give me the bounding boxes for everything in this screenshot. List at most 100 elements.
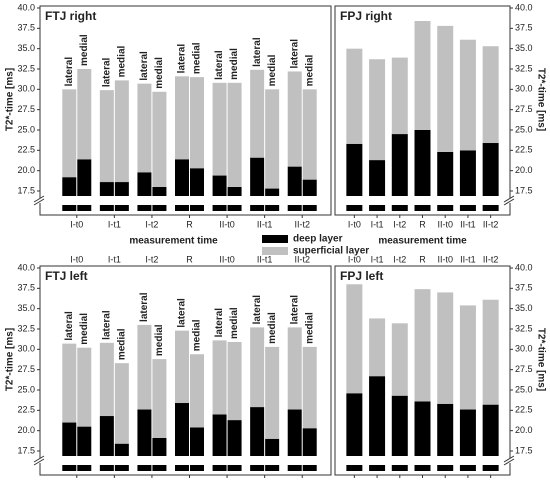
bar-base-strip (137, 205, 152, 211)
bar-deep-layer (190, 168, 204, 196)
bar-deep-layer (227, 420, 242, 456)
bar-deep-layer (175, 403, 189, 456)
y-tick-label: 32.5 (17, 63, 35, 73)
bar-base-strip (459, 465, 476, 471)
y-tick-label: 27.5 (515, 104, 533, 114)
bar-deep-layer (369, 160, 386, 196)
bar-base-strip (99, 205, 114, 211)
bar-label: medial (304, 312, 315, 344)
bar-superficial-layer (369, 59, 386, 161)
bar-superficial-layer (265, 346, 280, 439)
bar-superficial-layer (152, 359, 167, 438)
bar-deep-layer (212, 414, 227, 456)
y-tick-label: 40.0 (17, 2, 35, 12)
bar-label: lateral (139, 51, 150, 81)
bar-label: medial (116, 328, 127, 360)
panel-title: FPJ left (340, 269, 383, 283)
bar-base-strip (287, 465, 302, 471)
bar-label: medial (154, 57, 165, 89)
bar-superficial-layer (77, 347, 92, 427)
bar-base-strip (250, 205, 265, 211)
axis-break-gap (504, 198, 516, 203)
legend-label: superficial layer (293, 246, 369, 257)
bar-base-strip (114, 465, 129, 471)
bar-base-strip (99, 465, 114, 471)
y-axis-label: T2*-time [ms] (5, 68, 16, 131)
bar-base-strip (482, 465, 499, 471)
bar-base-strip (190, 465, 204, 471)
axis-break (33, 198, 45, 206)
y-tick-label: 40.0 (515, 262, 533, 272)
axis-break-gap (34, 458, 46, 463)
bar-label: medial (79, 313, 90, 345)
y-tick-label: 37.5 (17, 283, 35, 293)
bar-deep-layer (265, 188, 280, 196)
y-tick-label: 25.0 (17, 384, 35, 394)
x-tick-label: I-t0 (348, 219, 361, 229)
y-tick-label: 40.0 (17, 262, 35, 272)
x-tick-label: I-t0 (348, 254, 361, 264)
bar-superficial-layer (437, 25, 454, 152)
bar-deep-layer (99, 416, 114, 456)
axis-break (503, 195, 515, 203)
bar-superficial-layer (227, 82, 242, 187)
bar-label: medial (192, 319, 203, 351)
x-tick-label: I-t1 (108, 219, 121, 229)
bar-base-strip (175, 205, 189, 211)
bar-label: lateral (101, 310, 112, 340)
bar-deep-layer (482, 404, 499, 456)
bar-superficial-layer (190, 354, 204, 428)
bar-label: lateral (139, 292, 150, 322)
x-tick-label: II-t2 (483, 219, 499, 229)
bar-superficial-layer (391, 323, 408, 396)
bar-base-strip (152, 205, 167, 211)
bar-label: medial (154, 324, 165, 356)
legend-swatch (262, 247, 288, 255)
bar-superficial-layer (265, 89, 280, 189)
axis-break (503, 455, 515, 463)
x-tick-label: I-t0 (70, 254, 83, 264)
bar-base-strip (137, 465, 152, 471)
bar-superficial-layer (302, 346, 317, 429)
y-axis-label: T2*-time [ms] (535, 328, 546, 391)
bar-label: medial (229, 307, 240, 339)
bar-label: lateral (177, 298, 188, 328)
y-axis-label: T2*-time [ms] (535, 68, 546, 131)
bar-deep-layer (152, 437, 167, 456)
panel-title: FTJ left (45, 269, 88, 283)
bar-base-strip (190, 205, 204, 211)
bar-superficial-layer (175, 76, 189, 160)
y-tick-label: 20.0 (515, 425, 533, 435)
x-tick-label: R (186, 254, 193, 264)
y-tick-label: 25.0 (515, 124, 533, 134)
y-tick-label: 37.5 (515, 283, 533, 293)
bar-base-strip (302, 205, 317, 211)
bar-deep-layer (227, 186, 242, 196)
bar-label: lateral (64, 57, 75, 87)
bar-deep-layer (414, 130, 431, 196)
bar-label: lateral (214, 50, 225, 80)
bar-label: lateral (252, 37, 263, 67)
bar-base-strip (414, 465, 431, 471)
bar-deep-layer (114, 182, 129, 196)
bar-label: medial (116, 45, 127, 77)
panel-title: FTJ right (45, 9, 96, 23)
bar-deep-layer (302, 428, 317, 456)
bar-superficial-layer (346, 48, 363, 144)
bar-base-strip (482, 205, 499, 211)
bar-base-strip (62, 205, 77, 211)
bar-superficial-layer (287, 71, 302, 167)
bar-deep-layer (287, 409, 302, 456)
bar-base-strip (212, 465, 227, 471)
bar-superficial-layer (459, 305, 476, 410)
bar-base-strip (227, 465, 242, 471)
bar-base-strip (227, 205, 242, 211)
legend-swatch (262, 235, 288, 243)
x-tick-label: II-t1 (460, 254, 476, 264)
bar-label: medial (304, 54, 315, 86)
y-tick-label: 22.5 (17, 145, 35, 155)
bar-label: lateral (289, 39, 300, 69)
bar-deep-layer (152, 186, 167, 196)
bar-base-strip (391, 465, 408, 471)
